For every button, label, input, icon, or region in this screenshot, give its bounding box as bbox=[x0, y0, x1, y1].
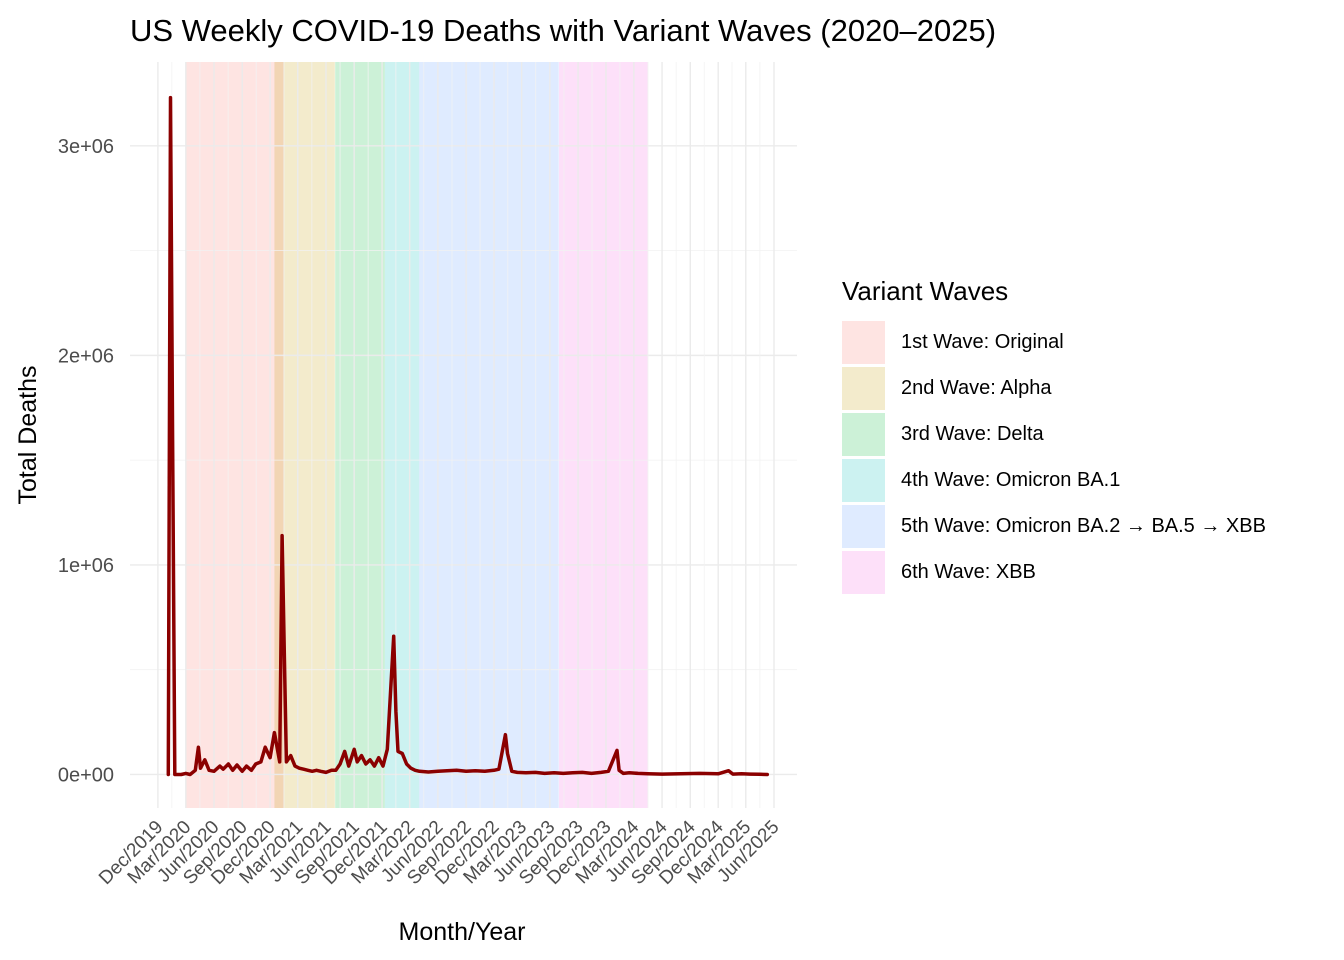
legend-label: 3rd Wave: Delta bbox=[901, 422, 1044, 445]
grid-lines bbox=[130, 62, 797, 808]
legend-items: 1st Wave: Original 2nd Wave: Alpha 3rd Wav… bbox=[842, 319, 1266, 595]
wave-band-3 bbox=[335, 62, 385, 808]
y-axis-label: Total Deaths bbox=[14, 366, 42, 505]
legend-swatch bbox=[842, 458, 885, 502]
legend-swatch bbox=[842, 366, 885, 410]
legend-label: 5th Wave: Omicron BA.2 → BA.5 → XBB bbox=[901, 514, 1266, 537]
series-line-1 bbox=[166, 95, 770, 777]
wave-band-6 bbox=[559, 62, 648, 808]
wave-band-5 bbox=[419, 62, 559, 808]
legend-title: Variant Waves bbox=[842, 276, 1009, 306]
legend-item: 3rd Wave: Delta bbox=[842, 411, 1266, 457]
legend-item: 6th Wave: XBB bbox=[842, 549, 1266, 595]
legend: Variant Waves 1st Wave: Original 2nd Wave… bbox=[842, 276, 1266, 595]
chart-title: US Weekly COVID-19 Deaths with Variant W… bbox=[130, 13, 996, 48]
x-axis-label: Month/Year bbox=[399, 918, 526, 946]
y-tick-label: 0e+00 bbox=[58, 764, 114, 786]
legend-swatch bbox=[842, 550, 885, 594]
legend-label: 1st Wave: Original bbox=[901, 330, 1064, 353]
series-lines bbox=[166, 95, 770, 777]
legend-item: 1st Wave: Original bbox=[842, 319, 1266, 365]
legend-label: 2nd Wave: Alpha bbox=[901, 376, 1052, 399]
legend-item: 2nd Wave: Alpha bbox=[842, 365, 1266, 411]
legend-swatch bbox=[842, 412, 885, 456]
legend-label: 6th Wave: XBB bbox=[901, 560, 1036, 583]
y-tick-label: 1e+06 bbox=[58, 555, 114, 577]
legend-swatch bbox=[842, 320, 885, 364]
x-tick-labels: Dec/2019Mar/2020Jun/2020Sep/2020Dec/2020… bbox=[95, 816, 783, 889]
y-tick-labels: 0e+00 1e+06 2e+06 3e+06 bbox=[58, 136, 114, 787]
y-tick-label: 3e+06 bbox=[58, 136, 114, 158]
legend-item: 5th Wave: Omicron BA.2 → BA.5 → XBB bbox=[842, 503, 1266, 549]
wave-bands bbox=[185, 62, 648, 808]
wave-band-1 bbox=[185, 62, 284, 808]
legend-item: 4th Wave: Omicron BA.1 bbox=[842, 457, 1266, 503]
legend-swatch bbox=[842, 504, 885, 548]
legend-label: 4th Wave: Omicron BA.1 bbox=[901, 468, 1121, 491]
y-tick-label: 2e+06 bbox=[58, 345, 114, 367]
